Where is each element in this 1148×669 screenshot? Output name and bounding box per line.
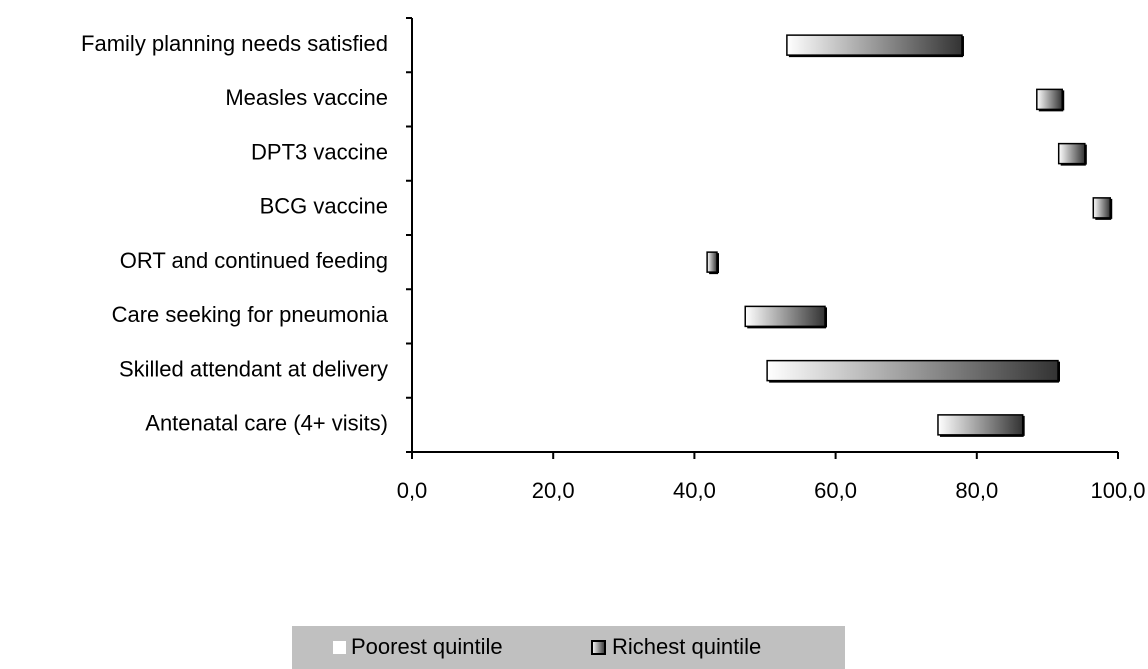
x-tick-label: 60,0 [814, 478, 857, 503]
range-bar [937, 414, 1024, 436]
y-tick-label: ORT and continued feeding [120, 248, 388, 273]
range-bar [766, 359, 1059, 382]
y-tick-label: Care seeking for pneumonia [112, 302, 389, 327]
y-tick-label: Skilled attendant at delivery [119, 356, 388, 381]
range-bar [1092, 197, 1111, 219]
legend-box [292, 626, 845, 669]
x-tick-label: 100,0 [1090, 478, 1145, 503]
y-tick-label: Antenatal care (4+ visits) [145, 411, 388, 436]
x-tick-label: 40,0 [673, 478, 716, 503]
range-bar [1057, 142, 1086, 165]
legend-label: Poorest quintile [351, 634, 503, 659]
x-tick-label: 20,0 [532, 478, 575, 503]
range-bar [786, 34, 963, 56]
range-bar [744, 305, 826, 328]
legend-label: Richest quintile [612, 634, 761, 659]
range-bar [706, 251, 718, 273]
y-tick-label: Family planning needs satisfied [81, 31, 388, 56]
y-tick-label: BCG vaccine [260, 194, 388, 219]
legend-swatch [333, 641, 346, 654]
legend-swatch [591, 640, 606, 655]
x-tick-label: 0,0 [397, 478, 428, 503]
y-tick-label: Measles vaccine [225, 85, 388, 110]
x-tick-label: 80,0 [955, 478, 998, 503]
y-tick-label: DPT3 vaccine [251, 139, 388, 164]
range-bar [1036, 88, 1063, 111]
